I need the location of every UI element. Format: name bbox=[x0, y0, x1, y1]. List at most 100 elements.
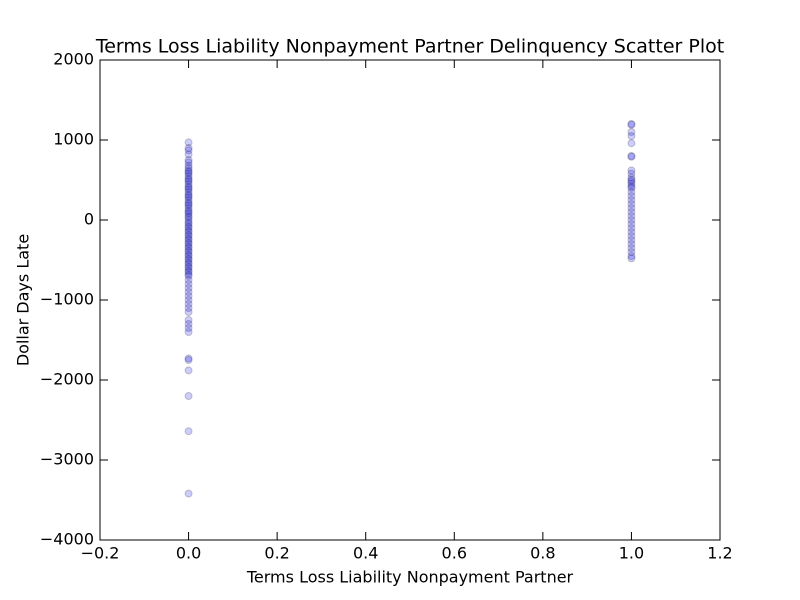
scatter-point bbox=[184, 427, 193, 436]
scatter-point bbox=[627, 212, 636, 220]
scatter-point bbox=[184, 168, 193, 176]
scatter-point bbox=[627, 232, 636, 240]
y-tick-label: −1000 bbox=[40, 290, 94, 309]
scatter-point bbox=[184, 254, 193, 263]
scatter-point bbox=[184, 280, 193, 288]
scatter-point bbox=[184, 292, 193, 300]
scatter-point bbox=[184, 208, 193, 216]
y-tick-label: 2000 bbox=[53, 50, 94, 69]
y-tick-label: −2000 bbox=[40, 370, 94, 389]
scatter-point bbox=[184, 258, 193, 267]
scatter-point bbox=[627, 208, 636, 216]
scatter-point bbox=[184, 218, 193, 227]
scatter-point bbox=[184, 234, 193, 243]
scatter-point bbox=[627, 254, 636, 263]
scatter-point bbox=[627, 139, 636, 148]
scatter-point bbox=[627, 216, 636, 224]
scatter-point bbox=[184, 150, 193, 159]
scatter-point bbox=[184, 236, 193, 244]
scatter-point bbox=[184, 256, 193, 264]
scatter-point bbox=[184, 144, 193, 152]
scatter-point bbox=[184, 308, 193, 316]
scatter-point bbox=[184, 392, 193, 400]
x-tick-label: 0.4 bbox=[353, 544, 378, 563]
scatter-point bbox=[627, 169, 636, 178]
scatter-point bbox=[627, 252, 636, 260]
scatter-point bbox=[184, 182, 193, 191]
scatter-point bbox=[184, 300, 193, 308]
x-tick-label: 1.2 bbox=[707, 544, 732, 563]
scatter-point bbox=[184, 264, 193, 272]
scatter-point bbox=[184, 158, 193, 167]
scatter-point bbox=[627, 152, 636, 161]
scatter-point bbox=[184, 164, 193, 172]
scatter-point bbox=[184, 166, 193, 175]
scatter-point bbox=[184, 184, 193, 192]
scatter-point bbox=[184, 324, 193, 332]
scatter-point bbox=[184, 220, 193, 228]
scatter-point bbox=[184, 304, 193, 312]
scatter-point bbox=[184, 228, 193, 236]
scatter-point bbox=[184, 232, 193, 240]
scatter-point bbox=[184, 246, 193, 255]
scatter-point bbox=[627, 166, 636, 175]
scatter-point bbox=[627, 228, 636, 236]
scatter-point bbox=[184, 238, 193, 247]
scatter-point bbox=[184, 489, 193, 498]
scatter-point bbox=[627, 204, 636, 212]
scatter-point bbox=[627, 182, 636, 191]
x-tick-label: 0.2 bbox=[264, 544, 289, 563]
x-tick-label: 0.6 bbox=[442, 544, 467, 563]
scatter-point bbox=[627, 176, 636, 184]
y-tick-label: 0 bbox=[84, 210, 94, 229]
scatter-point bbox=[184, 268, 193, 276]
scatter-point bbox=[627, 177, 636, 186]
scatter-point bbox=[627, 180, 636, 188]
scatter-point bbox=[184, 209, 193, 218]
scatter-point bbox=[184, 250, 193, 259]
scatter-point bbox=[184, 188, 193, 196]
scatter-point bbox=[627, 173, 636, 182]
scatter-point bbox=[627, 184, 636, 192]
scatter-point bbox=[184, 192, 193, 200]
scatter-point bbox=[627, 220, 636, 228]
scatter-point bbox=[184, 230, 193, 239]
scatter-point bbox=[627, 132, 636, 140]
scatter-point bbox=[184, 180, 193, 188]
scatter-point bbox=[184, 216, 193, 224]
x-tick-label: 0.0 bbox=[176, 544, 201, 563]
scatter-point bbox=[627, 152, 636, 160]
plot-frame bbox=[99, 59, 721, 541]
scatter-point bbox=[184, 213, 193, 222]
scatter-point bbox=[184, 198, 193, 207]
scatter-point bbox=[184, 161, 193, 170]
scatter-point bbox=[184, 174, 193, 183]
scatter-point bbox=[184, 356, 193, 364]
x-tick-label: −0.2 bbox=[81, 544, 120, 563]
scatter-point bbox=[627, 200, 636, 208]
scatter-point bbox=[184, 366, 193, 375]
scatter-point bbox=[184, 316, 193, 324]
scatter-point bbox=[184, 224, 193, 232]
scatter-point bbox=[627, 192, 636, 200]
scatter-point bbox=[184, 172, 193, 180]
scatter-point bbox=[184, 193, 193, 202]
scatter-point bbox=[184, 260, 193, 268]
scatter-point bbox=[184, 252, 193, 260]
scatter-point bbox=[184, 200, 193, 208]
x-tick-label: 0.8 bbox=[530, 544, 555, 563]
scatter-point bbox=[627, 188, 636, 196]
scatter-point bbox=[184, 296, 193, 304]
scatter-point bbox=[184, 156, 193, 164]
scatter-point bbox=[184, 222, 193, 231]
scatter-point bbox=[627, 196, 636, 204]
scatter-point bbox=[184, 176, 193, 184]
scatter-point bbox=[184, 177, 193, 186]
scatter-point bbox=[184, 266, 193, 275]
scatter-point bbox=[627, 248, 636, 256]
scatter-point bbox=[184, 169, 193, 178]
scatter-point bbox=[184, 146, 193, 155]
